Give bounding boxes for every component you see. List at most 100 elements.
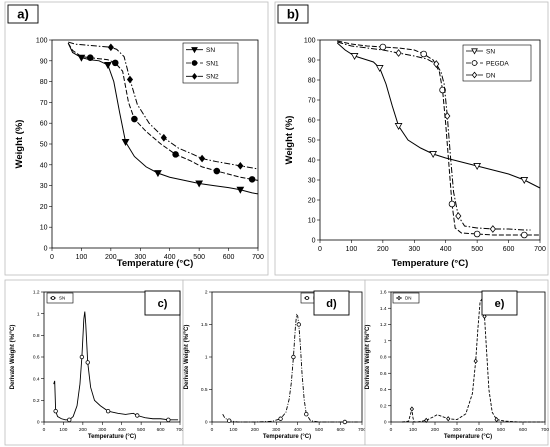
x-tick-label: 700 [358,427,366,433]
x-tick-label: 700 [176,427,184,433]
y-axis-title: Derivate Weight (%/°C) [365,325,371,390]
x-tick-label: 300 [134,254,146,261]
legend-entry: SN [486,48,495,55]
data-point [131,115,138,123]
y-tick-label: 90 [40,58,48,65]
y-tick-label: 100 [36,37,48,44]
series-line [401,297,543,423]
legend-entry: SN [206,47,215,54]
data-point [67,417,72,423]
data-point [111,59,119,67]
y-tick-label: 0.5 [201,387,208,393]
legend: SN PEGDA DN [462,44,532,82]
y-tick-label: 70 [308,97,316,104]
x-tick-label: 500 [315,427,323,433]
y-tick-label: 0 [312,237,316,244]
panel-label: d) [326,298,337,310]
x-tick-label: 100 [229,427,237,433]
legend: DN [392,292,420,304]
data-point [79,354,85,360]
x-axis-title: Temperature (°C) [444,434,492,440]
data-point [86,54,94,61]
data-point [51,296,55,300]
x-tick-label: 0 [43,427,46,433]
data-point [304,412,309,417]
panel-label-box [144,290,181,316]
x-tick-label: 200 [251,427,259,433]
y-tick-label: 0 [205,420,208,426]
data-point [342,419,348,425]
y-tick-label: 70 [40,100,48,107]
x-axis-title: Temperature (°C) [117,258,193,269]
data-point [195,180,204,188]
y-tick-label: 50 [308,137,316,144]
data-point [278,416,283,421]
y-tick-label: 1 [37,311,40,317]
y-tick-label: 60 [308,117,316,124]
x-tick-label: 300 [98,427,106,433]
x-tick-label: 200 [431,427,439,433]
x-tick-label: 300 [453,427,461,433]
y-tick-label: 30 [40,183,48,190]
y-tick-label: 0.4 [33,376,40,382]
data-point [305,296,309,300]
y-tick-label: 50 [40,141,48,148]
x-tick-label: 400 [475,427,483,433]
data-point [135,413,140,418]
y-tick-label: 0.2 [380,403,387,409]
data-point [199,154,206,163]
x-tick-label: 500 [497,427,505,433]
panel-label: c) [158,298,168,310]
data-point [395,49,402,57]
panel-label: a) [17,7,29,22]
x-axis-title: Temperature (°C) [88,434,136,440]
series-line [222,313,358,423]
panel-label-box [481,290,518,316]
x-tick-label: 300 [408,246,420,253]
legend-entry: SN [59,296,65,301]
y-tick-label: 0.6 [33,355,40,361]
y-tick-label: 10 [308,217,316,224]
y-axis-title: Derivate Weight (%/°C) [184,325,190,390]
panel-frame [364,279,549,446]
data-point [439,86,446,94]
panel-label-box [313,290,350,316]
x-tick-label: 500 [471,246,483,253]
x-tick-label: 700 [541,427,549,433]
series-line [337,41,531,231]
data-point [154,170,162,178]
y-tick-label: 0.6 [380,371,387,377]
y-tick-label: 1.5 [201,322,208,328]
data-point [471,48,478,55]
x-tick-label: 600 [337,427,345,433]
panel-label-box [277,4,309,24]
legend-box [392,292,420,304]
x-tick-label: 700 [252,254,264,261]
x-tick-label: 100 [59,427,67,433]
chart-panel: 0 100 200 300 400 500 600 700 0 10 20 30 40 50 60 70 80 9… [274,1,549,276]
data-point [420,50,427,58]
x-tick-label: 400 [440,246,452,253]
x-axis-title: Temperature (°C) [263,434,311,440]
x-tick-label: 200 [377,246,389,253]
data-point [213,167,221,175]
data-point [121,138,130,146]
y-tick-label: 0 [44,245,48,252]
y-tick-label: 0.2 [33,398,40,404]
x-tick-label: 200 [105,254,117,261]
data-point [350,53,359,61]
y-tick-label: 10 [40,225,48,232]
data-point [446,416,451,422]
y-tick-label: 80 [40,79,48,86]
x-tick-label: 400 [118,427,126,433]
chart-panel: 0 100 200 300 400 500 600 700 0 0.2 0.4 0.6 0.8 1 1.2 T… [4,279,184,446]
data-point [471,60,478,66]
data-point [471,71,478,79]
panel-label-box [7,4,39,24]
y-tick-label: 20 [308,197,316,204]
data-series [68,41,259,170]
y-tick-label: 1.2 [33,290,40,296]
y-tick-label: 0.4 [380,387,387,393]
x-tick-label: 400 [164,254,176,261]
y-tick-label: 0.8 [380,355,387,361]
